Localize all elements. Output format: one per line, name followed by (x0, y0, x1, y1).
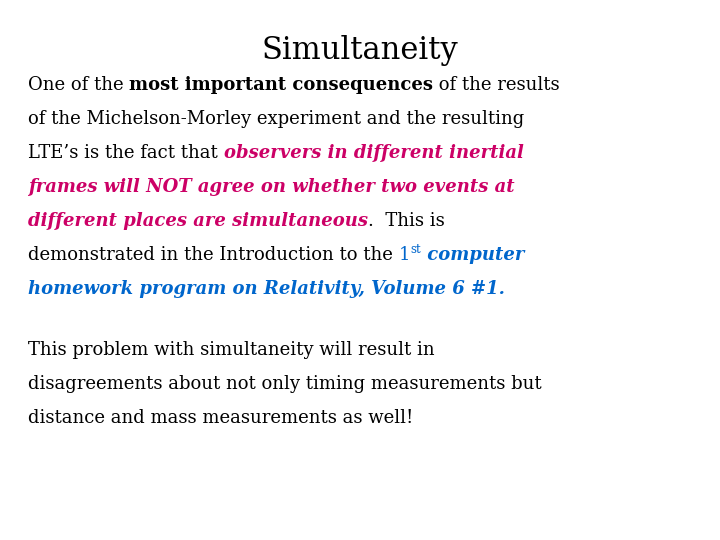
Text: frames will NOT agree on whether two events at: frames will NOT agree on whether two eve… (28, 178, 515, 196)
Text: Simultaneity: Simultaneity (261, 35, 459, 66)
Text: 1: 1 (399, 246, 410, 264)
Text: different places are simultaneous: different places are simultaneous (28, 212, 368, 230)
Text: most important consequences: most important consequences (130, 76, 433, 94)
Text: of the results: of the results (433, 76, 560, 94)
Text: This problem with simultaneity will result in: This problem with simultaneity will resu… (28, 341, 435, 359)
Text: disagreements about not only timing measurements but: disagreements about not only timing meas… (28, 375, 541, 393)
Text: homework program on Relativity, Volume 6 #1.: homework program on Relativity, Volume 6… (28, 280, 505, 298)
Text: LTE’s is the fact that: LTE’s is the fact that (28, 144, 223, 162)
Text: .  This is: . This is (368, 212, 445, 230)
Text: st: st (410, 243, 420, 256)
Text: of the Michelson-Morley experiment and the resulting: of the Michelson-Morley experiment and t… (28, 110, 524, 128)
Text: One of the: One of the (28, 76, 130, 94)
Text: demonstrated in the Introduction to the: demonstrated in the Introduction to the (28, 246, 399, 264)
Text: distance and mass measurements as well!: distance and mass measurements as well! (28, 409, 413, 427)
Text: computer: computer (420, 246, 524, 264)
Text: observers in different inertial: observers in different inertial (223, 144, 523, 162)
